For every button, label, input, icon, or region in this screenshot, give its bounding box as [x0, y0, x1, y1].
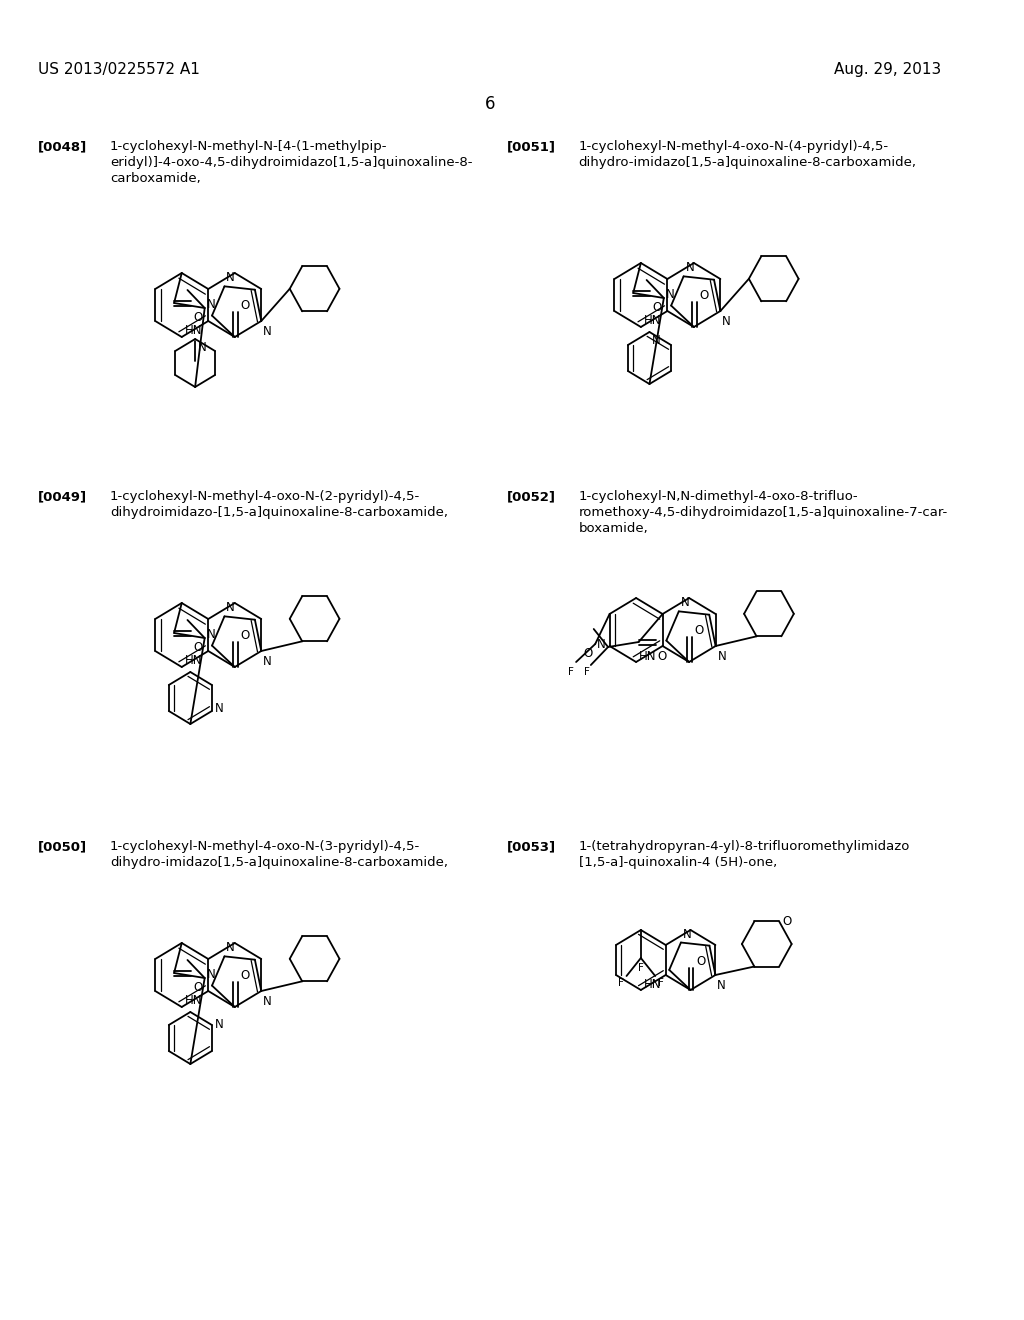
- Text: HN: HN: [185, 994, 203, 1007]
- Text: O: O: [194, 642, 203, 653]
- Text: F: F: [638, 964, 644, 973]
- Text: N: N: [681, 597, 689, 610]
- Text: HN: HN: [185, 325, 203, 338]
- Text: HN: HN: [639, 649, 656, 663]
- Text: O: O: [657, 649, 667, 663]
- Text: N: N: [198, 341, 207, 354]
- Text: N: N: [666, 289, 675, 301]
- Text: O: O: [652, 301, 662, 314]
- Text: [0049]: [0049]: [38, 490, 87, 503]
- Text: dihydro-imidazo[1,5-a]quinoxaline-8-carboxamide,: dihydro-imidazo[1,5-a]quinoxaline-8-carb…: [110, 855, 447, 869]
- Text: F: F: [617, 978, 624, 987]
- Text: O: O: [696, 954, 706, 968]
- Text: romethoxy-4,5-dihydroimidazo[1,5-a]quinoxaline-7-car-: romethoxy-4,5-dihydroimidazo[1,5-a]quino…: [579, 506, 948, 519]
- Text: N: N: [207, 298, 215, 312]
- Text: 1-cyclohexyl-N-methyl-N-[4-(1-methylpip-: 1-cyclohexyl-N-methyl-N-[4-(1-methylpip-: [110, 140, 387, 153]
- Text: HN: HN: [185, 655, 203, 668]
- Text: N: N: [226, 941, 236, 954]
- Text: O: O: [699, 289, 709, 302]
- Text: [0053]: [0053]: [507, 840, 556, 853]
- Text: 1-(tetrahydropyran-4-yl)-8-trifluoromethylimidazo: 1-(tetrahydropyran-4-yl)-8-trifluorometh…: [579, 840, 910, 853]
- Text: N: N: [215, 1019, 223, 1031]
- Text: O: O: [194, 981, 203, 994]
- Text: N: N: [215, 702, 223, 715]
- Text: F: F: [584, 667, 590, 677]
- Text: N: N: [263, 995, 272, 1008]
- Text: N: N: [226, 272, 236, 284]
- Text: O: O: [241, 630, 250, 642]
- Text: O: O: [194, 312, 203, 323]
- Text: 1-cyclohexyl-N-methyl-4-oxo-N-(2-pyridyl)-4,5-: 1-cyclohexyl-N-methyl-4-oxo-N-(2-pyridyl…: [110, 490, 420, 503]
- Text: dihydroimidazo-[1,5-a]quinoxaline-8-carboxamide,: dihydroimidazo-[1,5-a]quinoxaline-8-carb…: [110, 506, 447, 519]
- Text: N: N: [683, 928, 691, 941]
- Text: N: N: [718, 979, 726, 993]
- Text: [0052]: [0052]: [507, 490, 556, 503]
- Text: N: N: [207, 628, 215, 642]
- Text: O: O: [695, 624, 705, 638]
- Text: boxamide,: boxamide,: [579, 521, 648, 535]
- Text: O: O: [583, 647, 592, 660]
- Text: O: O: [241, 969, 250, 982]
- Text: 1-cyclohexyl-N-methyl-4-oxo-N-(3-pyridyl)-4,5-: 1-cyclohexyl-N-methyl-4-oxo-N-(3-pyridyl…: [110, 840, 420, 853]
- Text: US 2013/0225572 A1: US 2013/0225572 A1: [38, 62, 200, 77]
- Text: F: F: [658, 978, 664, 987]
- Text: [1,5-a]-quinoxalin-4 (5H)-one,: [1,5-a]-quinoxalin-4 (5H)-one,: [579, 855, 777, 869]
- Text: N: N: [652, 334, 662, 347]
- Text: F: F: [568, 667, 574, 677]
- Text: N: N: [263, 655, 272, 668]
- Text: carboxamide,: carboxamide,: [110, 172, 201, 185]
- Text: HN: HN: [643, 978, 660, 991]
- Text: N: N: [685, 261, 694, 275]
- Text: 1-cyclohexyl-N-methyl-4-oxo-N-(4-pyridyl)-4,5-: 1-cyclohexyl-N-methyl-4-oxo-N-(4-pyridyl…: [579, 140, 889, 153]
- Text: O: O: [241, 300, 250, 312]
- Text: eridyl)]-4-oxo-4,5-dihydroimidazo[1,5-a]quinoxaline-8-: eridyl)]-4-oxo-4,5-dihydroimidazo[1,5-a]…: [110, 156, 472, 169]
- Text: 1-cyclohexyl-N,N-dimethyl-4-oxo-8-trifluо-: 1-cyclohexyl-N,N-dimethyl-4-oxo-8-triflu…: [579, 490, 858, 503]
- Text: [0050]: [0050]: [38, 840, 87, 853]
- Text: [0048]: [0048]: [38, 140, 87, 153]
- Text: dihydro-imidazo[1,5-a]quinoxaline-8-carboxamide,: dihydro-imidazo[1,5-a]quinoxaline-8-carb…: [579, 156, 916, 169]
- Text: 6: 6: [484, 95, 495, 114]
- Text: N: N: [263, 325, 272, 338]
- Text: Aug. 29, 2013: Aug. 29, 2013: [834, 62, 941, 77]
- Text: HN: HN: [644, 314, 662, 327]
- Text: N: N: [718, 649, 726, 663]
- Text: O: O: [782, 915, 792, 928]
- Text: N: N: [226, 602, 236, 614]
- Text: [0051]: [0051]: [507, 140, 556, 153]
- Text: N: N: [207, 969, 215, 982]
- Text: N: N: [722, 315, 731, 327]
- Text: N: N: [596, 638, 605, 651]
